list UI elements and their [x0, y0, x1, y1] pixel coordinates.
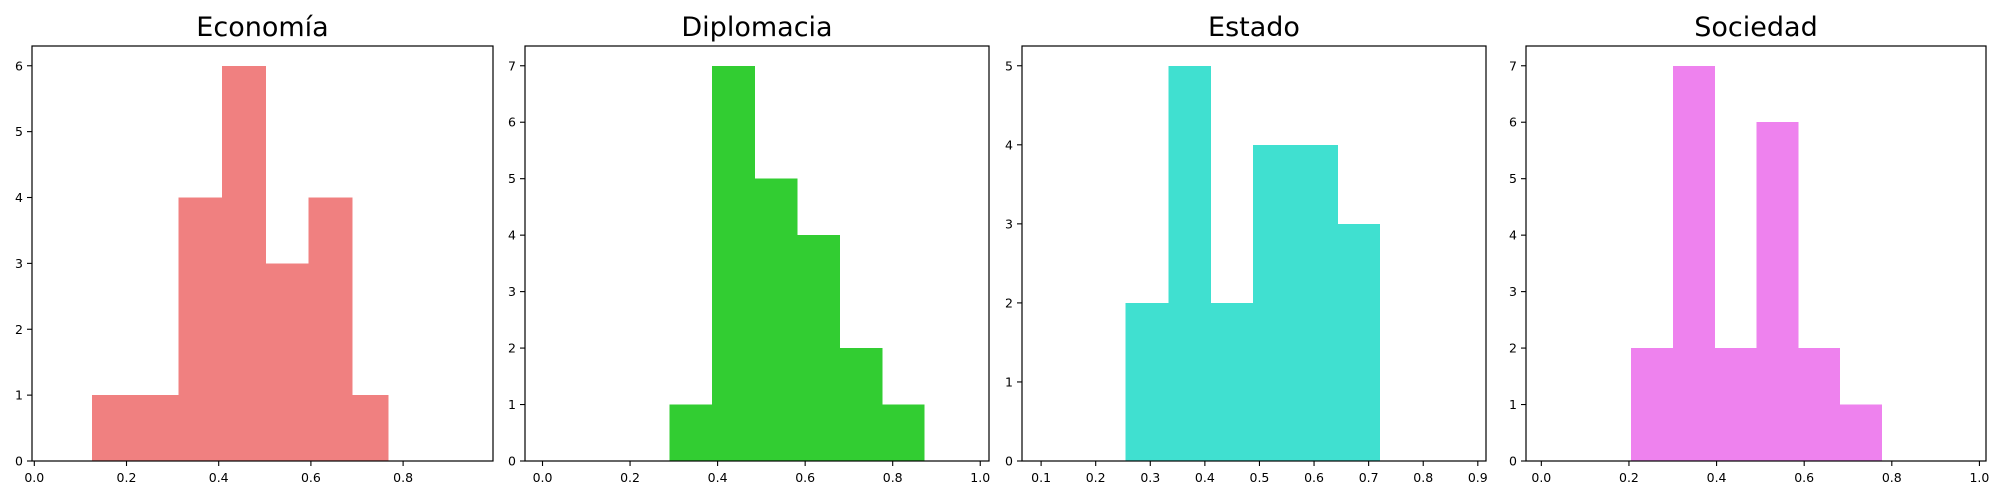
histogram-bar: [1756, 122, 1799, 461]
y-tick-label: 7: [508, 58, 516, 73]
x-tick-label: 0.2: [620, 470, 640, 485]
histogram-bar: [1714, 348, 1757, 461]
y-tick-label: 4: [1509, 228, 1517, 243]
histogram-bar: [1294, 144, 1339, 462]
x-tick-label: 0.7: [1359, 470, 1379, 485]
x-tick-label: 0.9: [1468, 470, 1488, 485]
y-tick-label: 2: [15, 322, 23, 337]
histogram-bar: [1337, 223, 1381, 461]
histogram-bar: [178, 197, 223, 461]
y-tick-label: 2: [1005, 295, 1013, 310]
y-tick-label: 5: [15, 124, 23, 139]
x-tick-label: 0.2: [1619, 470, 1639, 485]
y-tick-label: 0: [15, 454, 23, 469]
histogram-bar: [221, 65, 266, 461]
x-tick-label: 0.8: [1882, 470, 1902, 485]
panel-title: Economía: [196, 12, 328, 43]
axes-frame: [31, 45, 494, 462]
histogram-bar: [265, 263, 310, 461]
y-tick-label: 5: [508, 171, 516, 186]
y-tick-label: 1: [15, 388, 23, 403]
x-tick-label: 1.0: [1969, 470, 1989, 485]
y-tick-label: 4: [508, 228, 516, 243]
y-tick-label: 1: [1509, 397, 1517, 412]
histogram-bar: [881, 404, 925, 461]
y-tick-label: 0: [1509, 454, 1517, 469]
y-tick-label: 3: [508, 284, 516, 299]
panel-title: Estado: [1208, 12, 1300, 43]
x-tick-label: 0.8: [393, 470, 413, 485]
x-tick-label: 0.8: [1413, 470, 1433, 485]
histogram-panel-2: 0.1 0.2 0.3 0.4 0.5 0.6 0.7 0.8 0.9 0 1 2 3 4 5 Estado: [1005, 12, 1488, 485]
x-tick-label: 0.3: [1140, 470, 1160, 485]
histogram-panel-1: 0.0 0.2 0.4 0.6 0.8 1.0 0 1 2 3 4 5 6 7 Diplomacia: [508, 12, 990, 485]
x-tick-label: 0.2: [117, 470, 137, 485]
histogram-bar: [1252, 144, 1296, 462]
histogram-bar: [1168, 65, 1211, 461]
x-tick-label: 0.2: [1086, 470, 1106, 485]
y-tick-label: 5: [1005, 58, 1013, 73]
y-tick-label: 1: [508, 397, 516, 412]
x-tick-label: 0.0: [1531, 470, 1551, 485]
x-tick-label: 0.1: [1031, 470, 1051, 485]
y-tick-label: 6: [1509, 115, 1517, 130]
y-tick-label: 0: [508, 454, 516, 469]
y-tick-label: 6: [15, 58, 23, 73]
y-tick-label: 3: [15, 256, 23, 271]
histogram-bar: [1672, 65, 1715, 461]
y-tick-label: 7: [1509, 58, 1517, 73]
x-tick-label: 0.0: [24, 470, 44, 485]
x-tick-label: 0.8: [883, 470, 903, 485]
histogram-bar: [1125, 302, 1169, 461]
axes-frame: [1525, 45, 1987, 462]
histogram-bar: [839, 348, 883, 461]
y-tick-label: 1: [1005, 374, 1013, 389]
y-tick-label: 4: [15, 190, 23, 205]
y-tick-label: 2: [508, 341, 516, 356]
x-tick-label: 0.5: [1250, 470, 1270, 485]
x-tick-label: 0.6: [1304, 470, 1324, 485]
histogram-panel-3: 0.0 0.2 0.4 0.6 0.8 1.0 0 1 2 3 4 5 6 7 Sociedad: [1509, 12, 1989, 485]
y-tick-label: 2: [1509, 341, 1517, 356]
histogram-bar: [796, 235, 840, 461]
axes-frame: [524, 45, 990, 462]
x-tick-label: 0.4: [1195, 470, 1215, 485]
x-tick-label: 0.6: [795, 470, 815, 485]
histogram-bar: [308, 197, 353, 461]
histogram-panel-0: 0.0 0.2 0.4 0.6 0.8 0 1 2 3 4 5 6 Economía: [15, 12, 494, 485]
histogram-bar: [1631, 348, 1674, 461]
x-tick-label: 0.4: [708, 470, 728, 485]
y-tick-label: 3: [1005, 216, 1013, 231]
x-tick-label: 0.4: [209, 470, 229, 485]
histogram-bar: [135, 395, 180, 461]
y-tick-label: 0: [1005, 454, 1013, 469]
x-tick-label: 0.0: [533, 470, 553, 485]
panel-title: Diplomacia: [681, 12, 832, 43]
y-tick-label: 6: [508, 115, 516, 130]
histogram-bar: [351, 395, 389, 461]
x-tick-label: 1.0: [970, 470, 990, 485]
axes-frame: [1021, 45, 1487, 462]
histogram-bar: [91, 395, 136, 461]
y-tick-label: 3: [1509, 284, 1517, 299]
x-tick-label: 0.4: [1707, 470, 1727, 485]
x-tick-label: 0.6: [301, 470, 321, 485]
y-tick-label: 5: [1509, 171, 1517, 186]
histogram-bar: [1798, 348, 1841, 461]
histogram-bar: [1839, 404, 1883, 461]
x-tick-label: 0.6: [1794, 470, 1814, 485]
histogram-bar: [669, 404, 713, 461]
histogram-bar: [711, 65, 755, 461]
panel-title: Sociedad: [1694, 12, 1817, 43]
histogram-bar: [754, 178, 798, 461]
y-tick-label: 4: [1005, 137, 1013, 152]
histogram-bar: [1210, 302, 1254, 461]
